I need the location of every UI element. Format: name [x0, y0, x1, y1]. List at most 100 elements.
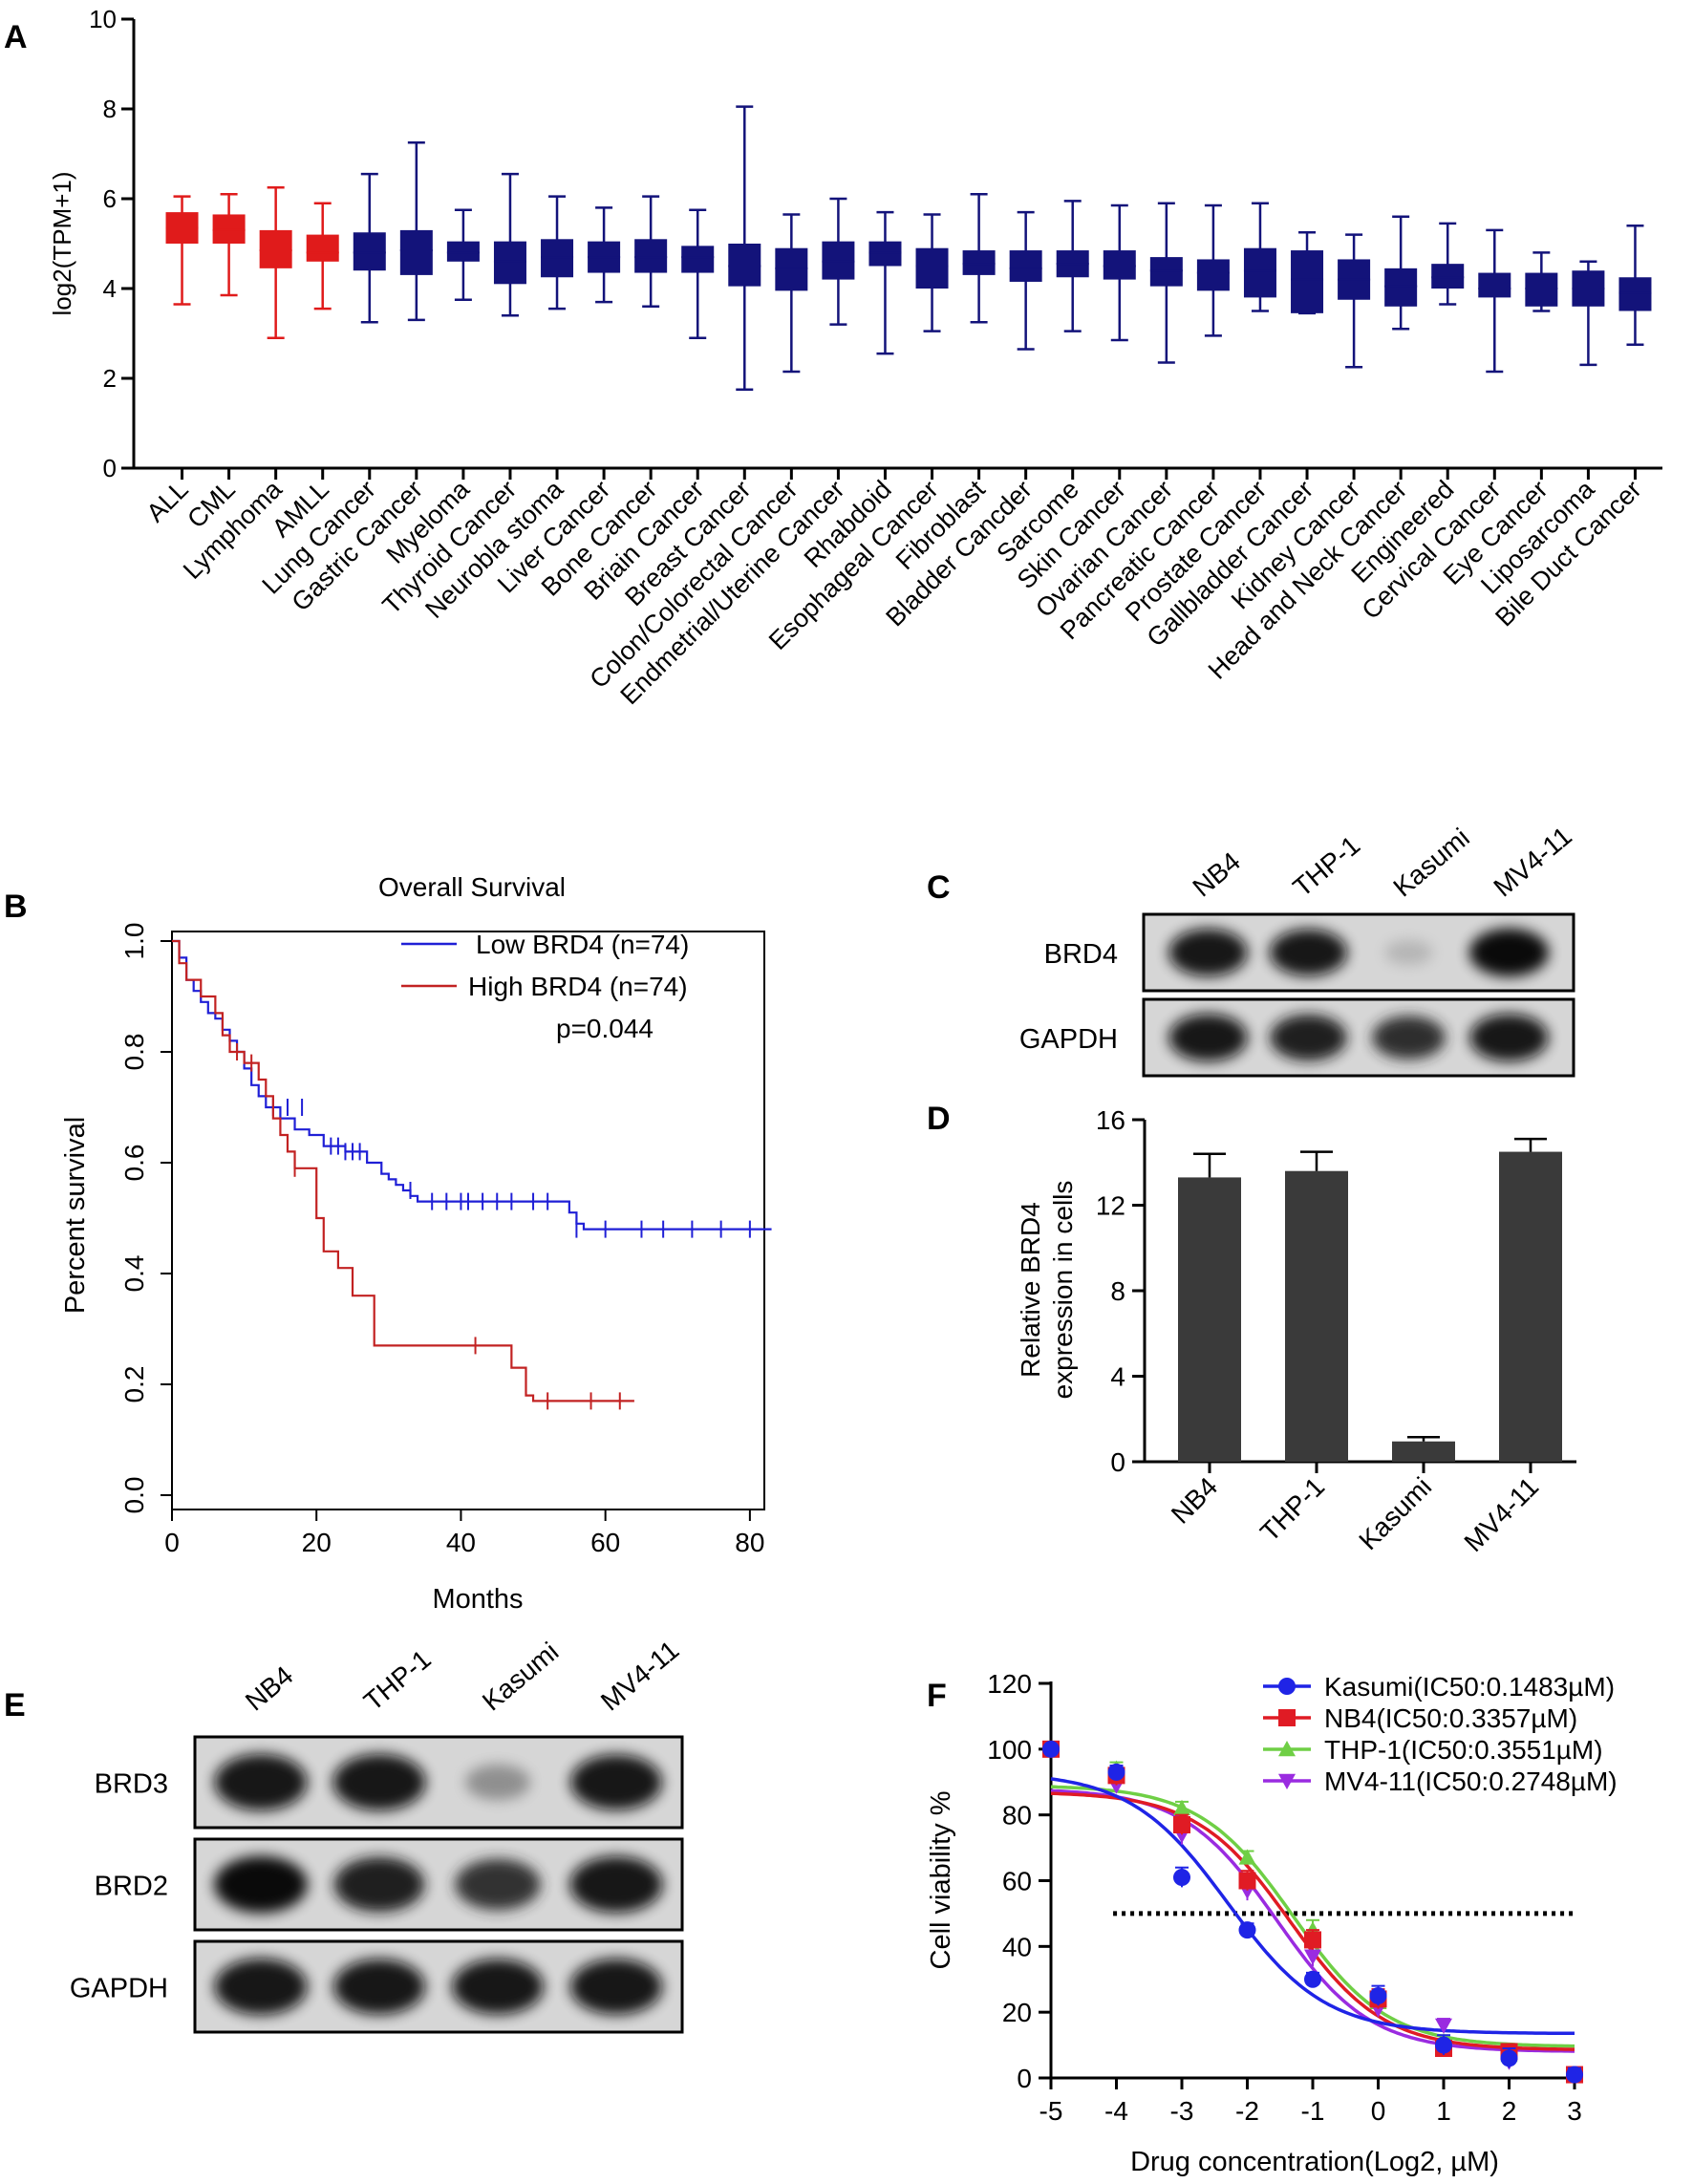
panel-a-box-4: [306, 202, 339, 310]
panel-e-band: [569, 1959, 663, 2015]
panel-f-x-tick-label: 0: [1371, 2096, 1386, 2126]
panel-a-box-9: [541, 195, 574, 310]
panel-d-y-tick-label: 4: [1110, 1362, 1125, 1392]
panel-f-data-point: [1107, 1763, 1125, 1781]
panel-a-box: [399, 229, 433, 275]
panel-f-y-tick-label: 100: [987, 1735, 1032, 1765]
panel-f-data-point: [1042, 1740, 1060, 1758]
panel-a-box: [1478, 272, 1511, 298]
panel-b-y-tick-label: 0.4: [119, 1255, 149, 1293]
panel-c-band: [1384, 940, 1433, 965]
panel-f-legend-label: MV4-11(IC50:0.2748µM): [1324, 1766, 1618, 1796]
panel-a-box-12: [681, 208, 715, 339]
panel-f-x-tick-label: -4: [1104, 2096, 1128, 2126]
panel-f-data-point: [1566, 2066, 1583, 2084]
panel-f-x-axis-label: Drug concentration(Log2, µM): [1130, 2147, 1499, 2177]
panel-e-lane-label: NB4: [240, 1660, 299, 1717]
panel-f-legend-label: Kasumi(IC50:0.1483µM): [1324, 1672, 1615, 1702]
panel-c-band: [1168, 929, 1248, 976]
panel-b-y-tick-label: 0.2: [119, 1366, 149, 1403]
panel-label-b: B: [4, 889, 28, 925]
panel-b-x-tick-label: 80: [735, 1528, 764, 1557]
panel-a-box: [353, 232, 386, 271]
panel-a-box-13: [728, 105, 761, 391]
panel-f-data-point: [1173, 1815, 1190, 1833]
panel-a-box: [822, 241, 855, 280]
panel-f-x-tick-label: -3: [1170, 2096, 1194, 2126]
panel-d-bar: [1178, 1177, 1241, 1462]
panel-c-row-label: GAPDH: [1019, 1024, 1118, 1055]
panel-f-legend-label: THP-1(IC50:0.3551µM): [1324, 1735, 1603, 1765]
panel-a-box: [1103, 250, 1136, 280]
panel-d-x-tick-label: Kasumi: [1353, 1471, 1437, 1555]
panel-a-box-10: [588, 206, 621, 304]
panel-a-box-22: [1149, 202, 1183, 364]
panel-f-x-tick-label: -1: [1301, 2096, 1325, 2126]
panel-b-y-axis-label: Percent survival: [60, 1117, 91, 1314]
panel-a-box-20: [1056, 200, 1089, 332]
panel-a-box: [446, 241, 480, 262]
panel-a-box: [1384, 268, 1418, 307]
panel-a-box: [962, 250, 996, 275]
panel-c-band: [1372, 1016, 1446, 1060]
panel-e-band: [214, 1958, 308, 2016]
panel-a-y-tick-label: 8: [103, 95, 117, 123]
panel-a-box-31: [1572, 260, 1605, 367]
panel-d-y-axis-label-line2: expression in cells: [1048, 1181, 1078, 1400]
panel-f-data-point: [1500, 2049, 1518, 2067]
panel-b-legend-high: High BRD4 (n=74): [468, 972, 688, 1001]
panel-c-band: [1469, 1014, 1549, 1061]
panel-label-a: A: [4, 19, 28, 55]
panel-a-y-tick-label: 2: [103, 364, 117, 393]
panel-d-bar: [1392, 1441, 1455, 1462]
panel-d-y-tick-label: 12: [1096, 1191, 1125, 1221]
panel-d-y-tick-label: 8: [1110, 1276, 1125, 1306]
panel-f-x-tick-label: 3: [1567, 2096, 1582, 2126]
panel-b-x-tick-label: 40: [446, 1528, 476, 1557]
panel-a-box-30: [1525, 251, 1558, 312]
panel-f-data-point: [1435, 2018, 1452, 2034]
panel-f-legend-marker: [1278, 1709, 1296, 1726]
panel-b-y-tick-label: 0.8: [119, 1034, 149, 1071]
panel-f-y-tick-label: 120: [987, 1669, 1032, 1699]
panel-f-data-point: [1238, 1849, 1256, 1865]
panel-d-y-tick-label: 16: [1096, 1105, 1125, 1135]
panel-c-lane-label: MV4-11: [1488, 821, 1576, 902]
panel-b-y-tick-label: 0.6: [119, 1145, 149, 1182]
panel-f-y-tick-label: 20: [1002, 1998, 1032, 2027]
panel-a-box: [1149, 257, 1183, 287]
panel-d-y-axis-label-line1: Relative BRD4: [1016, 1202, 1045, 1378]
panel-a-y-tick-label: 10: [89, 5, 117, 33]
panel-f-data-point: [1238, 1921, 1256, 1939]
panel-a-y-tick-label: 0: [103, 454, 117, 482]
panel-f-legend-marker: [1278, 1741, 1296, 1757]
panel-f-data-point: [1304, 1970, 1321, 1988]
panel-f-x-tick-label: 1: [1436, 2096, 1451, 2126]
panel-d-bar: [1285, 1170, 1348, 1462]
panel-f-legend-marker: [1278, 1678, 1296, 1695]
panel-a-box-6: [399, 141, 433, 322]
panel-b-title: Overall Survival: [378, 872, 566, 902]
panel-f-data-point: [1369, 1986, 1387, 2004]
panel-a-box: [541, 239, 574, 278]
panel-a-box-1: [165, 195, 199, 306]
panel-c-lane-label: NB4: [1187, 846, 1246, 903]
panel-a-box-28: [1431, 222, 1465, 306]
panel-f-y-tick-label: 0: [1017, 2064, 1032, 2093]
panel-f-fit-curve-1: [1050, 1777, 1575, 2036]
panel-a-box-15: [822, 197, 855, 326]
panel-a-box: [681, 246, 715, 273]
panel-b-y-tick-label: 0.0: [119, 1477, 149, 1514]
panel-a-box: [868, 241, 902, 267]
panel-b-plot-frame: [171, 931, 765, 1510]
panel-c-lane-label: THP-1: [1287, 830, 1365, 903]
panel-e-row-label: GAPDH: [70, 1974, 168, 2004]
panel-label-e: E: [4, 1687, 26, 1724]
panel-a-box: [1291, 250, 1324, 313]
panel-e-lane-label: THP-1: [358, 1644, 437, 1717]
panel-d-bar-chart: Relative BRD4 expression in cells 0 4 8 12 1…: [1016, 1105, 1576, 1557]
panel-e-band: [452, 1959, 544, 2015]
panel-f-data-point: [1173, 1799, 1190, 1815]
panel-d-x-tick-label: NB4: [1166, 1471, 1223, 1529]
